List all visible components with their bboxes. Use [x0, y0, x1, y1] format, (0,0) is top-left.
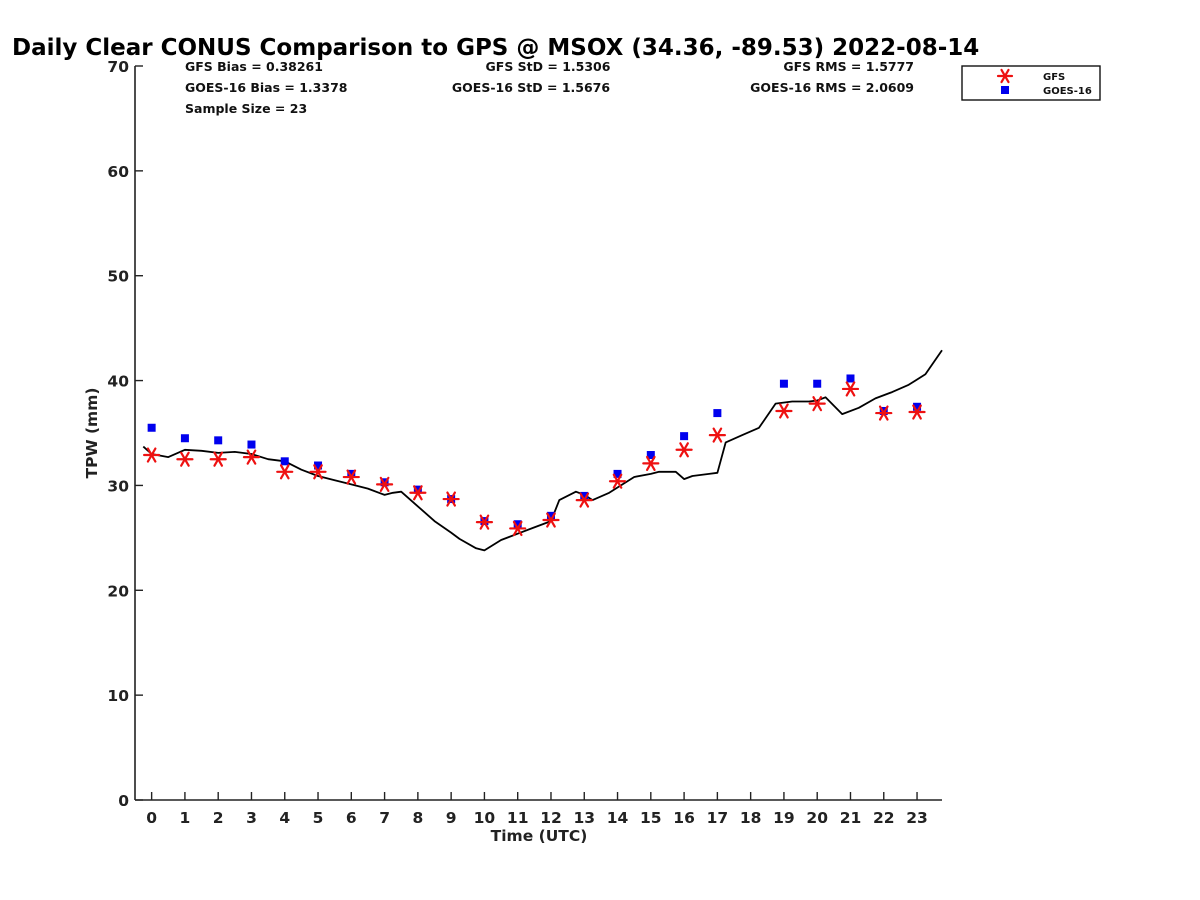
gps-line: [142, 349, 943, 552]
legend-gfs-asterisk: [996, 68, 1014, 84]
x-ticks: 0 1 2 3 4 5 6 7 8 9 10 11 12 13 14 15 16 17 18 19 20 21 22 23: [146, 792, 928, 827]
x-tick-label: 3: [246, 809, 257, 827]
x-tick-label: 2: [213, 809, 224, 827]
x-tick-label: 4: [279, 809, 290, 827]
goes-point: [314, 461, 323, 470]
gfs-point: [509, 520, 527, 537]
goes-point: [680, 432, 689, 441]
gfs-point: [575, 492, 593, 508]
gfs-point: [442, 491, 460, 507]
goes-point: [913, 402, 922, 411]
gps-series: [142, 349, 943, 552]
x-tick-label: 22: [873, 809, 895, 827]
x-tick-label: 11: [507, 809, 529, 827]
gfs-point: [542, 512, 560, 528]
x-tick-label: 9: [446, 809, 457, 827]
goes-bias-stat: GOES-16 Bias = 1.3378: [185, 80, 347, 95]
x-tick-label: 12: [540, 809, 562, 827]
x-tick-label: 16: [673, 809, 695, 827]
gfs-bias-stat: GFS Bias = 0.38261: [185, 59, 323, 74]
x-tick-label: 0: [146, 809, 157, 827]
sample-size-stat: Sample Size = 23: [185, 101, 307, 116]
y-axis-label: TPW (mm): [83, 388, 101, 479]
x-axis-label: Time (UTC): [491, 827, 588, 845]
legend-goes-marker: [1001, 86, 1009, 94]
goes-point: [779, 379, 788, 388]
x-tick-label: 10: [474, 809, 496, 827]
y-tick-label: 40: [107, 373, 129, 391]
gfs-point: [908, 404, 926, 420]
goes-rms-stat: GOES-16 RMS = 2.0609: [750, 80, 914, 95]
gfs-std-stat: GFS StD = 1.5306: [486, 59, 611, 74]
goes-point: [513, 520, 522, 529]
goes-point: [180, 434, 189, 443]
goes-point: [413, 485, 422, 494]
goes-point: [613, 469, 622, 478]
x-tick-label: 5: [313, 809, 324, 827]
y-tick-label: 0: [118, 792, 129, 810]
gfs-point: [309, 464, 327, 480]
chart-title: Daily Clear CONUS Comparison to GPS @ MS…: [12, 35, 979, 61]
x-tick-label: 8: [412, 809, 423, 827]
legend-goes-label: GOES-16: [1043, 86, 1092, 97]
gfs-point: [775, 403, 793, 419]
gfs-point: [808, 396, 826, 412]
gfs-point: [675, 442, 693, 458]
gfs-point: [475, 514, 494, 530]
goes-point: [147, 423, 156, 432]
y-tick-label: 20: [107, 582, 129, 600]
gfs-point: [176, 451, 194, 467]
x-tick-label: 14: [607, 809, 629, 827]
goes-std-stat: GOES-16 StD = 1.5676: [452, 80, 610, 95]
x-tick-label: 18: [740, 809, 762, 827]
y-tick-label: 70: [107, 58, 129, 76]
goes-point: [214, 436, 223, 445]
legend-gfs-marker: [996, 68, 1014, 84]
goes-point: [580, 491, 589, 500]
x-tick-label: 13: [573, 809, 595, 827]
gfs-series: [143, 381, 926, 537]
gfs-point: [209, 451, 227, 467]
x-tick-label: 15: [640, 809, 662, 827]
x-tick-label: 7: [379, 809, 390, 827]
legend: GFS GOES-16: [961, 65, 1101, 101]
gfs-point: [375, 476, 394, 492]
goes-point: [280, 457, 289, 466]
goes-point: [713, 409, 722, 418]
y-tick-label: 60: [107, 163, 129, 181]
gfs-point: [875, 405, 893, 421]
legend-gfs-label: GFS: [1043, 72, 1065, 83]
goes-point: [546, 511, 555, 520]
gfs-point: [143, 447, 161, 463]
goes-point: [646, 451, 655, 460]
x-tick-label: 19: [773, 809, 795, 827]
gfs-point: [276, 464, 294, 480]
gfs-point: [708, 427, 726, 443]
y-tick-label: 30: [107, 477, 129, 495]
x-tick-label: 21: [840, 809, 862, 827]
gfs-point: [841, 381, 860, 397]
goes-point: [846, 374, 855, 383]
x-tick-label: 17: [707, 809, 729, 827]
gfs-rms-stat: GFS RMS = 1.5777: [783, 59, 914, 74]
goes-point: [347, 469, 356, 478]
y-tick-label: 50: [107, 268, 129, 286]
goes-point: [247, 440, 256, 449]
x-tick-label: 20: [806, 809, 828, 827]
legend-box: [961, 65, 1101, 101]
gfs-point: [242, 449, 261, 465]
x-tick-label: 1: [180, 809, 191, 827]
y-tick-label: 10: [107, 687, 129, 705]
x-tick-label: 23: [906, 809, 928, 827]
gfs-point: [608, 473, 627, 489]
goes-point: [813, 379, 822, 388]
gfs-point: [642, 455, 660, 472]
gfs-point: [342, 469, 360, 485]
y-ticks: 0 10 20 30 40 50 60 70: [107, 58, 143, 810]
gfs-point: [409, 485, 427, 501]
goes-series: [147, 374, 922, 529]
x-tick-label: 6: [346, 809, 357, 827]
